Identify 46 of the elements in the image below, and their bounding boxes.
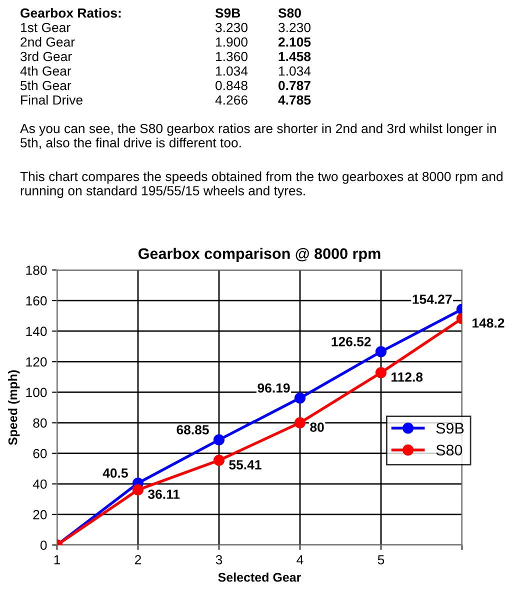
y-tick-label: 120 [26, 357, 47, 367]
data-label: 55.41 [229, 460, 262, 470]
legend-label: S9B [436, 422, 464, 434]
data-label: 126.52 [332, 336, 371, 346]
point [213, 454, 225, 466]
y-tick-label: 0 [40, 540, 47, 550]
point [375, 367, 387, 378]
y-tick-label: 80 [33, 418, 47, 428]
data-label: 80 [310, 422, 324, 432]
x-tick-label: 5 [378, 555, 384, 564]
x-tick-label: 2 [134, 555, 142, 564]
point [213, 434, 225, 446]
data-label: 112.8 [392, 372, 423, 382]
x-tick-label: 4 [296, 555, 304, 564]
text: 5th Gear 0.848 0.787 [20, 80, 310, 90]
point [294, 392, 306, 404]
point [294, 417, 306, 428]
y-tick-label: 20 [33, 510, 47, 520]
text: 2nd Gear 1.900 2.105 [20, 37, 311, 47]
data-label: 154.27 [412, 294, 452, 304]
y-tick-label: 160 [26, 296, 47, 306]
data-label: 96.19 [258, 383, 290, 393]
y-tick-label: 180 [26, 266, 47, 275]
data-label: 148.2 [472, 318, 504, 328]
text: This chart compares the speeds obtained from the two gearboxes at 8000 rpm and running on standard 195/55/15 wheels and tyres. [20, 172, 502, 198]
y-tick-label: 60 [33, 448, 47, 458]
point [132, 484, 144, 496]
text: Gearbox Ratios: S9B S80 [20, 8, 301, 18]
data-label: 40.5 [102, 468, 128, 478]
y-tick-label: 40 [32, 479, 47, 489]
point [375, 346, 387, 358]
text: 1st Gear 3.230 3.230 [21, 22, 310, 32]
legend-label: S80 [436, 444, 462, 456]
y-tick-label: 100 [26, 388, 47, 398]
x-tick-label: 1 [54, 555, 60, 564]
chart-title: Gearbox comparison @ 8000 rpm [138, 248, 380, 262]
data-label: 68.85 [176, 425, 209, 434]
text: As you can see, the S80 gearbox ratios are shorter in 2nd and 3rd whilst longer in 5th, also the final drive is different too. [20, 124, 496, 149]
x-axis-title: Selected Gear [218, 572, 302, 582]
y-tick-label: 140 [26, 326, 47, 336]
data-label: 36.11 [148, 490, 180, 499]
x-tick-label: 3 [216, 555, 222, 564]
text: 3rd Gear 1.360 1.458 [20, 52, 311, 62]
text: 4th Gear 1.034 1.034 [20, 66, 311, 76]
text: Final Drive 4.266 4.785 [21, 95, 311, 105]
y-axis-title: Speed (mph) [8, 370, 20, 445]
